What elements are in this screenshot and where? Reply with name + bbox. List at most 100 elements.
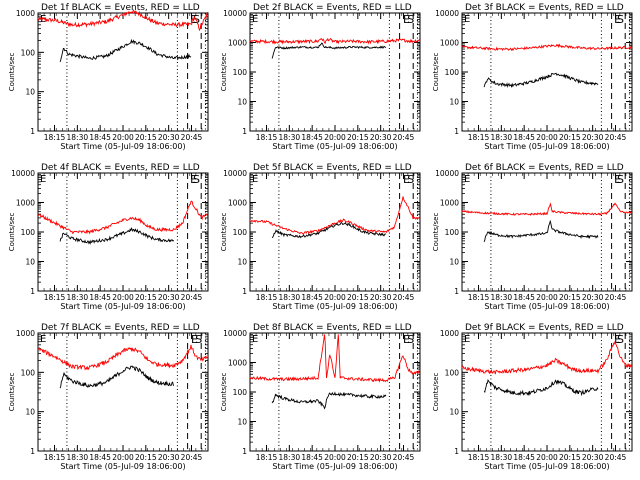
y-tick-label: 100: [445, 368, 460, 377]
x-tick-label: 18:30: [279, 133, 301, 142]
chart-title: Det 6f BLACK = Events, RED = LLD: [465, 163, 624, 173]
y-axis-label: Counts/sec: [8, 53, 16, 92]
flag-label-S: S: [193, 173, 200, 186]
x-tick-label: 20:45: [605, 133, 627, 142]
x-tick-label: 20:15: [559, 133, 581, 142]
y-tick-label: 100: [233, 388, 248, 397]
y-tick-label: 1000: [16, 329, 35, 338]
corner-flag-label: E: [464, 174, 470, 185]
chart-panel-5: Det 5f BLACK = Events, RED = LLD 1 10 100 10…: [220, 163, 421, 311]
y-tick-label: 1000: [16, 199, 35, 208]
x-tick-label: 18:15: [468, 453, 490, 462]
x-tick-label: 20:15: [135, 293, 157, 302]
events-rate-line: [59, 227, 174, 245]
x-axis-label: Start Time (05-Jul-09 18:06:00): [60, 302, 185, 311]
x-tick-label: 18:15: [44, 133, 66, 142]
y-tick-label: 1000: [228, 359, 247, 368]
x-tick-label: 20:45: [393, 453, 415, 462]
events-rate-line: [483, 219, 599, 242]
y-tick-label: 1: [30, 127, 35, 136]
chart-panel-4: Det 4f BLACK = Events, RED = LLD 1 10 100 10…: [8, 163, 209, 311]
x-tick-label: 20:30: [370, 133, 392, 142]
chart-title: Det 2f BLACK = Events, RED = LLD: [253, 3, 412, 13]
x-tick-label: 18:45: [513, 293, 535, 302]
x-tick-label: 18:45: [513, 453, 535, 462]
corner-flag-label: E: [252, 14, 258, 25]
flag-label-E: E: [403, 333, 410, 346]
x-tick-label: 18:30: [279, 293, 301, 302]
y-tick-label: 100: [233, 228, 248, 237]
x-axis-label: Start Time (05-Jul-09 18:06:00): [272, 462, 397, 471]
flag-label-S: S: [407, 173, 414, 186]
x-tick-label: 18:30: [67, 133, 89, 142]
x-tick-label: 20:45: [181, 453, 203, 462]
x-tick-label: 20:15: [559, 293, 581, 302]
y-axis-label: Counts/sec: [432, 373, 440, 412]
y-tick-label: 10: [449, 408, 459, 417]
flag-label-S: S: [195, 333, 202, 346]
x-tick-label: 20:45: [605, 293, 627, 302]
y-tick-label: 1000: [16, 9, 35, 18]
x-tick-label: 18:15: [256, 293, 278, 302]
lld-rate-line: [37, 200, 209, 235]
x-axis-label: Start Time (05-Jul-09 18:06:00): [484, 142, 609, 151]
y-tick-label: 100: [21, 368, 36, 377]
y-axis-label: Counts/sec: [220, 213, 228, 252]
y-tick-label: 1: [242, 287, 247, 296]
flag-label-E: E: [614, 13, 621, 26]
events-rate-line: [483, 378, 599, 397]
x-tick-label: 18:45: [513, 133, 535, 142]
y-tick-label: 100: [233, 68, 248, 77]
x-tick-label: 20:45: [393, 293, 415, 302]
y-tick-label: 1: [242, 447, 247, 456]
x-tick-label: 18:15: [256, 133, 278, 142]
x-tick-label: 18:30: [491, 453, 513, 462]
corner-flag-label: E: [252, 174, 258, 185]
chart-panel-1: Det 1f BLACK = Events, RED = LLD 1 10 100 10…: [8, 3, 209, 151]
y-tick-label: 10000: [223, 169, 247, 178]
y-tick-label: 100: [21, 48, 36, 57]
corner-flag-label: E: [40, 174, 46, 185]
y-tick-label: 1: [454, 287, 459, 296]
x-tick-label: 20:30: [158, 453, 180, 462]
y-tick-label: 10000: [435, 9, 459, 18]
x-tick-label: 18:45: [89, 453, 111, 462]
x-tick-label: 20:00: [324, 133, 346, 142]
flag-label-E: E: [403, 173, 410, 186]
flag-label-S: S: [617, 173, 624, 186]
x-tick-label: 18:45: [89, 293, 111, 302]
lld-rate-line: [37, 9, 209, 32]
y-axis-label: Counts/sec: [220, 373, 228, 412]
chart-title: Det 1f BLACK = Events, RED = LLD: [41, 3, 200, 13]
events-rate-line: [271, 391, 387, 410]
x-tick-label: 18:30: [491, 293, 513, 302]
x-tick-label: 20:45: [605, 453, 627, 462]
flag-label-E: E: [614, 333, 621, 346]
y-tick-label: 1: [454, 127, 459, 136]
flag-label-E: E: [614, 173, 621, 186]
y-tick-label: 1000: [440, 199, 459, 208]
x-tick-label: 20:00: [536, 453, 558, 462]
y-axis-label: Counts/sec: [8, 373, 16, 412]
x-tick-label: 18:30: [491, 133, 513, 142]
y-tick-label: 100: [445, 228, 460, 237]
y-tick-label: 1000: [440, 39, 459, 48]
x-tick-label: 20:30: [158, 293, 180, 302]
x-tick-label: 18:45: [301, 453, 323, 462]
events-rate-line: [59, 365, 175, 389]
chart-panel-7: Det 7f BLACK = Events, RED = LLD 1 10 100 10…: [8, 323, 209, 471]
y-axis-label: Counts/sec: [432, 53, 440, 92]
chart-panel-6: Det 6f BLACK = Events, RED = LLD 1 10 100 10…: [432, 163, 633, 311]
flag-label-E: E: [191, 333, 198, 346]
y-tick-label: 10: [25, 408, 35, 417]
events-rate-line: [483, 72, 599, 89]
y-tick-label: 100: [21, 228, 36, 237]
x-tick-label: 18:30: [67, 453, 89, 462]
y-tick-label: 10: [237, 258, 247, 267]
x-tick-label: 18:45: [301, 293, 323, 302]
y-tick-label: 1: [454, 447, 459, 456]
x-axis-label: Start Time (05-Jul-09 18:06:00): [272, 142, 397, 151]
y-tick-label: 1: [242, 127, 247, 136]
flag-label-S: S: [407, 333, 414, 346]
